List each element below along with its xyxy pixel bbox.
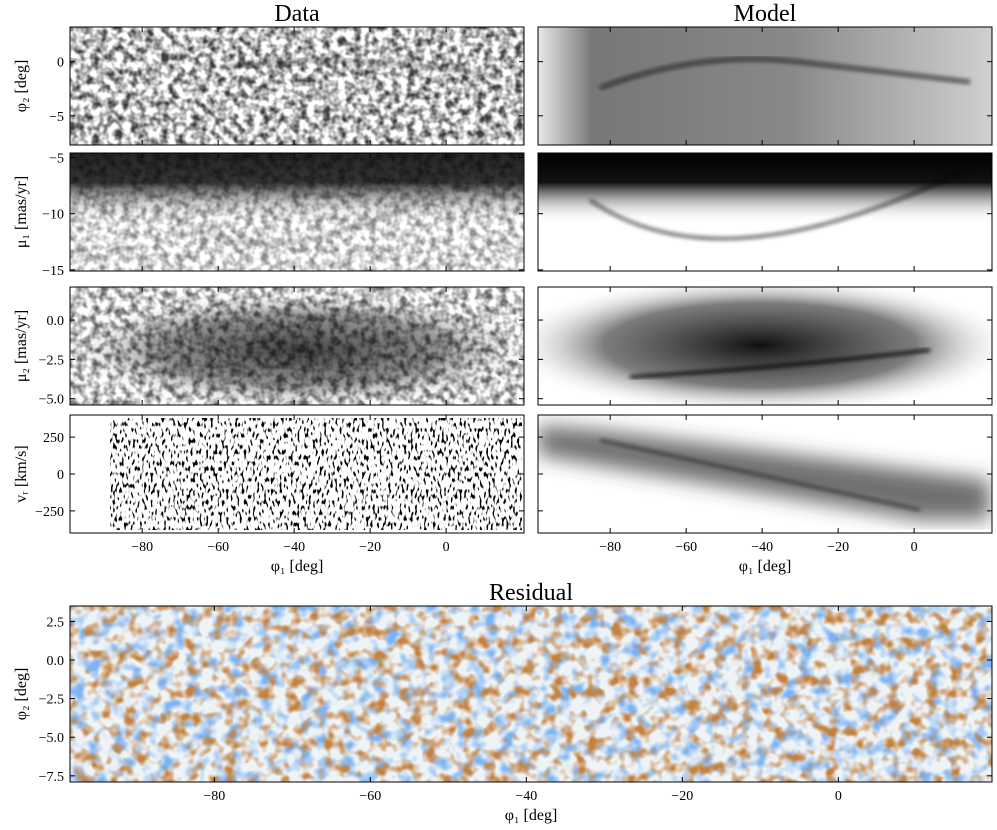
- axes-frame: [69, 152, 525, 272]
- image-data-phi2: [70, 27, 524, 145]
- x-tick-label: 0: [835, 789, 842, 804]
- x-tick-label: −60: [675, 540, 697, 555]
- panel-title: Residual: [489, 580, 573, 606]
- y-axis-label: φ₂ [deg]: [13, 668, 30, 721]
- y-axis-label: μ₁ [mas/yr]: [13, 176, 30, 248]
- y-tick-label: −5: [49, 110, 64, 125]
- image-model-phi2: [538, 27, 992, 145]
- x-tick-label: −80: [599, 540, 621, 555]
- image-model-vr: [538, 415, 992, 533]
- x-tick-label: −80: [131, 540, 153, 555]
- y-tick-label: −5: [49, 151, 64, 166]
- y-tick-label: 0.0: [47, 314, 65, 329]
- y-tick-label: 0: [57, 468, 64, 483]
- y-tick-label: 0.0: [47, 654, 65, 669]
- y-tick-label: 250: [43, 431, 64, 446]
- x-axis-label: φ₁ [deg]: [739, 558, 792, 575]
- image-residual: [70, 606, 992, 782]
- x-tick-label: −40: [751, 540, 773, 555]
- panel-title: Data: [274, 1, 320, 27]
- x-tick-label: −20: [827, 540, 849, 555]
- image-data-mu2: [70, 287, 524, 405]
- axes-frame: [537, 286, 993, 406]
- y-tick-label: 0: [57, 56, 64, 71]
- y-axis-label: vᵣ [km/s]: [13, 445, 30, 502]
- axes-frame: [69, 605, 993, 783]
- axes-frame: [537, 152, 993, 272]
- x-tick-label: −40: [283, 540, 305, 555]
- image-data-mu1: [70, 153, 524, 271]
- y-tick-label: −15: [42, 264, 64, 279]
- axes-frame: [69, 286, 525, 406]
- y-tick-label: −7.5: [39, 770, 64, 785]
- x-axis-label: φ₁ [deg]: [271, 558, 324, 575]
- y-tick-label: −2.5: [39, 353, 64, 368]
- x-tick-label: 0: [443, 540, 450, 555]
- x-tick-label: −60: [207, 540, 229, 555]
- y-axis-label: φ₂ [deg]: [13, 60, 30, 113]
- x-axis-label: φ₁ [deg]: [505, 807, 558, 824]
- panel-title: Model: [734, 1, 797, 27]
- y-tick-label: −5.0: [39, 393, 64, 408]
- y-tick-label: −10: [42, 208, 64, 223]
- y-axis-label: μ₂ [mas/yr]: [13, 310, 30, 382]
- x-tick-label: −20: [359, 540, 381, 555]
- x-tick-label: −40: [515, 789, 537, 804]
- y-tick-label: −5.0: [39, 731, 64, 746]
- image-data-vr: [70, 415, 524, 533]
- x-tick-label: −60: [359, 789, 381, 804]
- y-tick-label: −250: [35, 505, 64, 520]
- y-tick-label: −2.5: [39, 693, 64, 708]
- image-model-mu1: [538, 153, 992, 271]
- x-tick-label: −20: [671, 789, 693, 804]
- x-tick-label: 0: [911, 540, 918, 555]
- y-tick-label: 2.5: [47, 615, 65, 630]
- axes-frame: [69, 26, 525, 146]
- image-model-mu2: [538, 287, 992, 405]
- x-tick-label: −80: [203, 789, 225, 804]
- axes-frame: [537, 26, 993, 146]
